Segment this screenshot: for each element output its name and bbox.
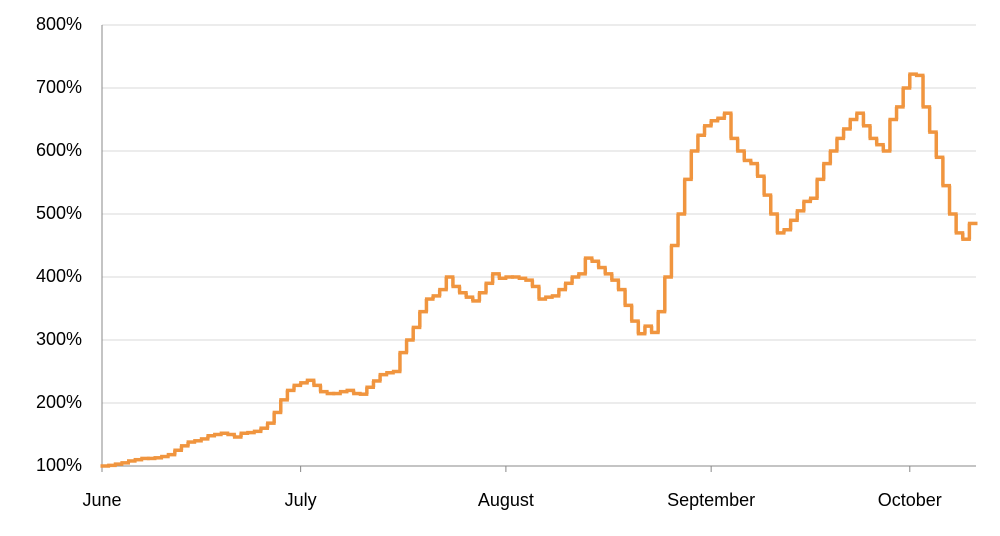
x-tick-label: July bbox=[285, 490, 317, 510]
x-tick-label: October bbox=[878, 490, 942, 510]
x-tick-label: September bbox=[667, 490, 755, 510]
x-tick-label: June bbox=[82, 490, 121, 510]
y-tick-label: 200% bbox=[36, 392, 82, 412]
y-tick-label: 300% bbox=[36, 329, 82, 349]
y-tick-label: 600% bbox=[36, 140, 82, 160]
y-tick-label: 100% bbox=[36, 455, 82, 475]
y-tick-label: 700% bbox=[36, 77, 82, 97]
y-tick-label: 400% bbox=[36, 266, 82, 286]
y-tick-label: 500% bbox=[36, 203, 82, 223]
step-riser bbox=[106, 74, 972, 466]
y-tick-label: 800% bbox=[36, 14, 82, 34]
x-tick-label: August bbox=[478, 490, 534, 510]
